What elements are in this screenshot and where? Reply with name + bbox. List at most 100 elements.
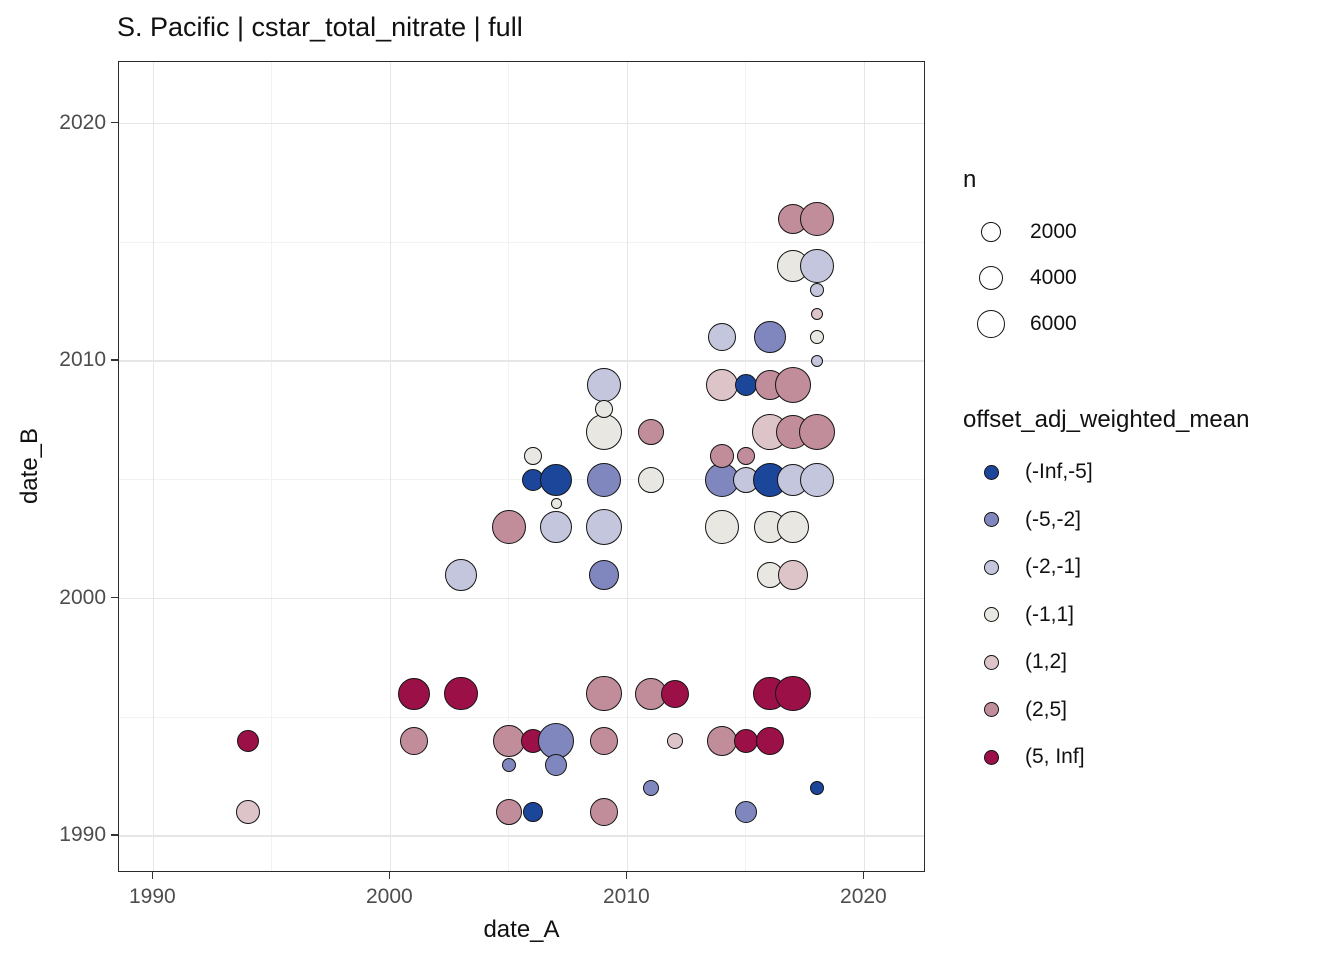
data-point (538, 723, 575, 759)
color-legend-label: (-2,-1] (1025, 555, 1082, 578)
data-point (638, 419, 665, 446)
data-point (589, 798, 618, 827)
x-tick-label: 2000 (366, 885, 413, 908)
y-tick-label: 1990 (59, 822, 106, 846)
size-legend-key (980, 221, 1001, 242)
data-point (809, 330, 824, 345)
x-gridline-minor (745, 62, 747, 871)
data-point (398, 677, 431, 710)
data-point (666, 732, 683, 749)
data-point (586, 367, 621, 402)
data-point (755, 726, 784, 755)
data-point (734, 373, 757, 396)
data-point (588, 559, 619, 590)
data-point (236, 800, 261, 825)
data-point (589, 726, 618, 755)
data-point (540, 511, 573, 544)
y-gridline-major (119, 122, 924, 125)
color-legend-label: (5, Inf] (1025, 745, 1085, 768)
data-point (445, 558, 478, 591)
data-point (523, 447, 542, 466)
color-legend-label: (-Inf,-5] (1025, 460, 1093, 483)
size-legend-label: 4000 (1030, 266, 1077, 289)
y-axis-tick (111, 359, 118, 361)
data-point (756, 561, 783, 588)
data-point (495, 799, 522, 826)
color-legend-label: (-5,-2] (1025, 507, 1082, 531)
color-legend-label: (1,2] (1025, 650, 1068, 673)
x-axis-tick (625, 872, 628, 879)
data-point (799, 462, 834, 497)
size-legend-key (978, 265, 1004, 291)
data-point (733, 729, 758, 753)
color-legend-key (983, 512, 999, 527)
x-gridline-minor (508, 62, 510, 871)
x-gridline-major (389, 62, 392, 871)
color-legend-key (983, 749, 999, 765)
y-axis-tick (111, 834, 118, 836)
x-tick-label: 2010 (603, 885, 650, 908)
x-gridline-major (863, 62, 866, 871)
data-point (810, 307, 823, 320)
data-point (809, 282, 824, 297)
chart-title: S. Pacific | cstar_total_nitrate | full (117, 12, 523, 42)
data-point (522, 802, 543, 823)
data-point (710, 444, 735, 469)
data-point (501, 757, 516, 772)
data-point (810, 355, 823, 368)
data-point (638, 466, 665, 493)
x-axis-tick (388, 872, 391, 879)
x-tick-label: 2020 (840, 885, 887, 908)
data-point (550, 498, 562, 509)
data-point (540, 463, 573, 496)
data-point (585, 509, 622, 546)
color-legend-key (983, 464, 999, 480)
y-gridline-minor (119, 241, 924, 243)
data-point (775, 675, 812, 712)
y-gridline-minor (119, 716, 924, 718)
data-point (777, 511, 810, 544)
x-gridline-major (152, 62, 155, 871)
y-gridline-major (119, 597, 924, 600)
color-legend-label: (-1,1] (1025, 602, 1075, 626)
size-legend-label: 2000 (1030, 220, 1077, 243)
color-legend-key (983, 654, 999, 670)
data-point (778, 559, 809, 590)
color-legend-key (983, 702, 999, 717)
size-legend-title: n (963, 166, 977, 193)
data-point (400, 726, 429, 755)
y-tick-label: 2020 (59, 110, 106, 134)
data-point (734, 800, 758, 824)
size-legend-key (976, 309, 1005, 338)
color-legend-key (983, 607, 999, 622)
data-point (444, 676, 479, 711)
color-legend-title: offset_adj_weighted_mean (963, 406, 1250, 433)
color-legend-label: (2,5] (1025, 697, 1068, 721)
data-point (585, 675, 622, 712)
data-point (799, 414, 835, 451)
x-axis-title: date_A (483, 916, 560, 943)
y-gridline-major (119, 360, 924, 362)
data-point (707, 726, 738, 756)
data-point (706, 368, 739, 401)
color-legend-key (983, 559, 999, 575)
data-point (705, 510, 740, 545)
y-gridline-minor (119, 479, 924, 481)
data-point (708, 323, 737, 352)
y-gridline-major (119, 835, 924, 837)
x-tick-label: 1990 (129, 885, 176, 908)
data-point (545, 753, 568, 776)
data-point (753, 321, 786, 354)
x-gridline-minor (271, 62, 273, 871)
data-point (585, 414, 622, 451)
size-legend-label: 6000 (1030, 312, 1077, 335)
data-point (594, 399, 613, 418)
y-axis-tick (111, 596, 118, 599)
plot-panel (118, 61, 925, 872)
data-point (809, 781, 824, 796)
data-point (799, 201, 834, 236)
x-gridline-major (626, 62, 629, 871)
data-point (736, 447, 755, 466)
data-point (643, 780, 660, 797)
